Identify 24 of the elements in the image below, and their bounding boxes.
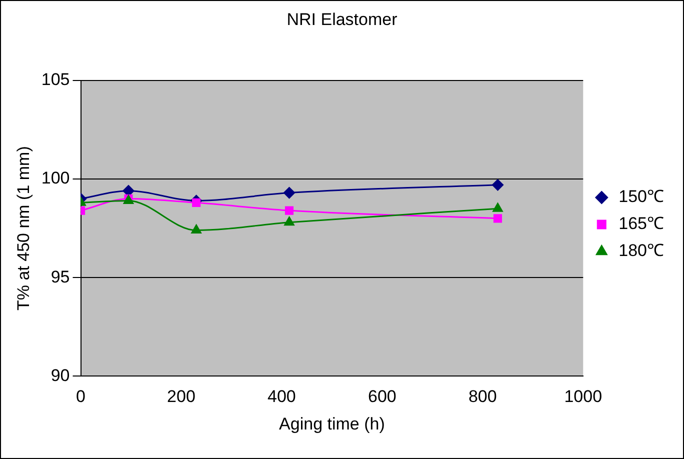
x-axis-title: Aging time (h) — [279, 414, 385, 434]
x-tick-label: 800 — [468, 387, 497, 406]
x-tick-label: 600 — [368, 387, 396, 406]
chart-title: NRI Elastomer — [286, 10, 398, 29]
point — [493, 214, 502, 223]
point — [284, 216, 294, 226]
x-tick-label: 400 — [268, 387, 296, 406]
y-tick-label: 100 — [41, 168, 70, 188]
point — [492, 179, 504, 191]
legend-label: 150℃ — [618, 187, 664, 206]
legend-label: 165℃ — [618, 214, 664, 234]
x-tick-label: 1000 — [564, 387, 602, 406]
y-tick-label: 95 — [50, 267, 70, 286]
x-tick-label: 0 — [76, 387, 86, 406]
point — [284, 206, 294, 215]
point — [191, 224, 202, 234]
y-axis-title: T% at 450 nm (1 mm) — [14, 146, 33, 310]
point — [192, 198, 201, 207]
point — [492, 202, 503, 212]
y-tick-label: 105 — [41, 70, 70, 90]
y-tick-label: 90 — [50, 366, 70, 385]
point — [284, 187, 295, 199]
x-tick-label: 200 — [167, 387, 196, 406]
legend-label: 180℃ — [618, 241, 664, 260]
